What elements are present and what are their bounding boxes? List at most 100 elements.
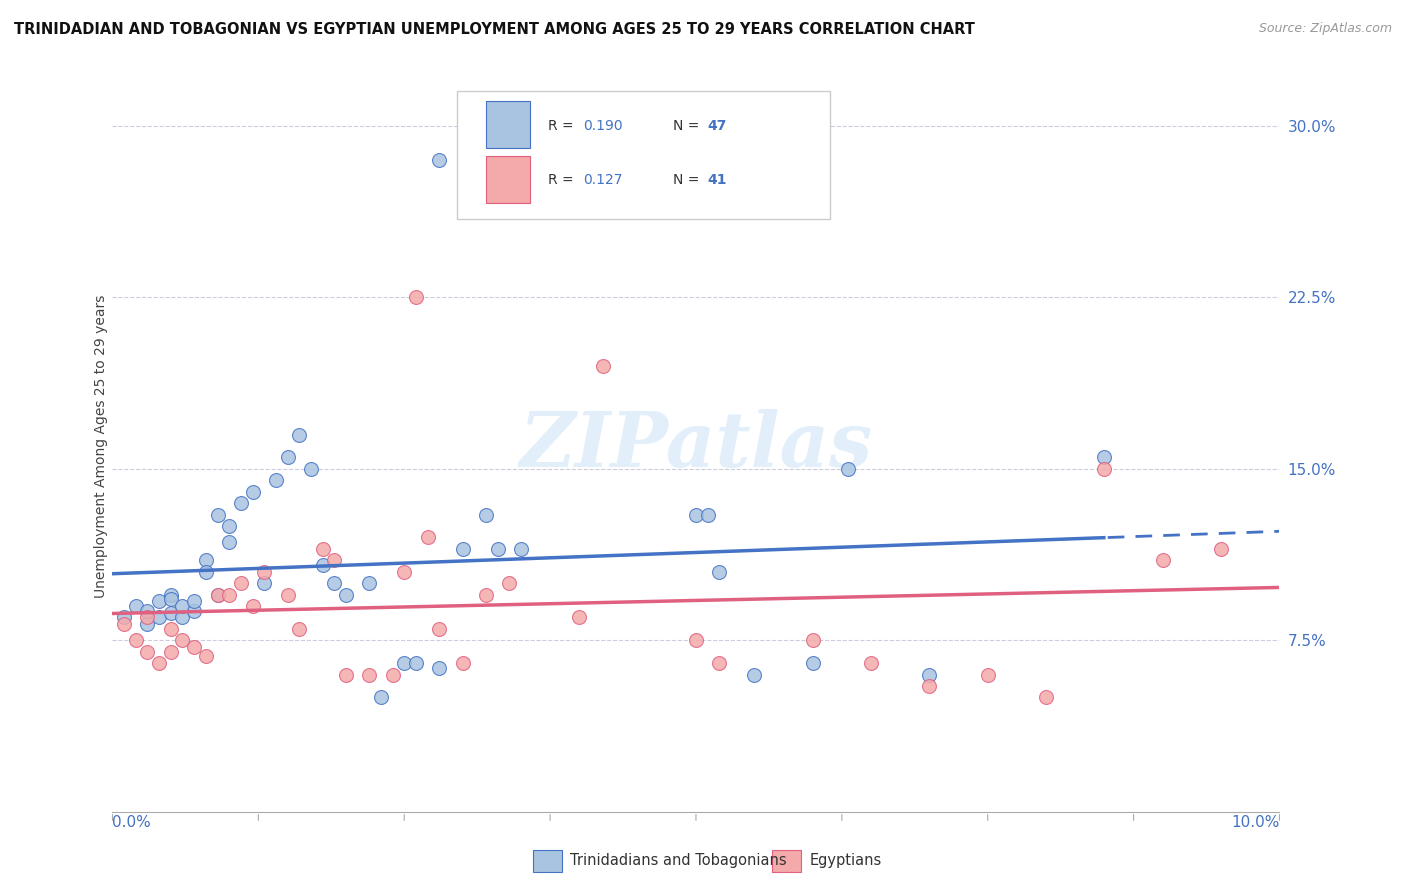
Point <box>183 640 205 655</box>
Point <box>405 656 427 670</box>
Point <box>416 530 439 544</box>
Point <box>1092 462 1115 476</box>
Point <box>125 599 148 613</box>
Text: 10.0%: 10.0% <box>1232 815 1279 830</box>
Point <box>311 558 333 572</box>
Point <box>229 496 252 510</box>
Point <box>160 588 183 602</box>
FancyBboxPatch shape <box>486 101 530 148</box>
Point <box>742 667 765 681</box>
Text: ZIPatlas: ZIPatlas <box>519 409 873 483</box>
Point <box>475 508 498 522</box>
Point <box>160 622 183 636</box>
Point <box>696 508 718 522</box>
Y-axis label: Unemployment Among Ages 25 to 29 years: Unemployment Among Ages 25 to 29 years <box>94 294 108 598</box>
Point <box>183 603 205 617</box>
Point <box>392 565 416 579</box>
Text: Trinidadians and Tobagonians: Trinidadians and Tobagonians <box>569 854 786 868</box>
Point <box>253 576 276 591</box>
Point <box>160 606 183 620</box>
Point <box>568 610 591 624</box>
Point <box>299 462 322 476</box>
Text: 41: 41 <box>707 173 727 186</box>
Point <box>288 622 311 636</box>
Point <box>685 633 707 648</box>
Point <box>335 667 357 681</box>
Point <box>112 617 135 632</box>
Point <box>323 553 346 567</box>
Point <box>918 667 941 681</box>
Point <box>194 649 217 664</box>
Point <box>1209 541 1232 556</box>
Point <box>160 645 183 659</box>
Point <box>592 359 614 373</box>
Point <box>288 427 311 442</box>
Text: N =: N = <box>672 120 703 134</box>
Text: 47: 47 <box>707 120 727 134</box>
FancyBboxPatch shape <box>486 155 530 203</box>
Point <box>136 617 159 632</box>
Point <box>976 667 998 681</box>
Point <box>370 690 392 705</box>
Point <box>801 633 824 648</box>
Point <box>276 588 298 602</box>
FancyBboxPatch shape <box>772 850 801 871</box>
Point <box>918 679 941 693</box>
FancyBboxPatch shape <box>533 850 562 871</box>
Point <box>451 656 474 670</box>
Text: R =: R = <box>548 173 578 186</box>
Point <box>359 576 381 591</box>
Point <box>392 656 416 670</box>
Point <box>685 508 707 522</box>
Point <box>194 553 217 567</box>
Point <box>405 290 427 304</box>
Point <box>194 565 217 579</box>
Point <box>183 594 205 608</box>
Point <box>311 541 333 556</box>
Point <box>427 153 450 168</box>
Point <box>207 588 229 602</box>
Point <box>859 656 883 670</box>
Point <box>242 484 264 499</box>
Point <box>172 610 194 624</box>
Point <box>207 508 229 522</box>
Point <box>218 519 240 533</box>
Point <box>486 541 509 556</box>
Point <box>837 462 859 476</box>
Point <box>451 541 474 556</box>
Point <box>160 592 183 607</box>
Text: R =: R = <box>548 120 578 134</box>
Point <box>1035 690 1057 705</box>
Point <box>709 656 731 670</box>
Point <box>264 473 287 487</box>
Point <box>136 603 159 617</box>
Point <box>172 633 194 648</box>
Point <box>148 610 170 624</box>
Point <box>475 588 498 602</box>
Point <box>801 656 824 670</box>
Point <box>218 535 240 549</box>
Point <box>498 576 520 591</box>
Point <box>276 450 298 465</box>
Point <box>112 610 135 624</box>
Text: N =: N = <box>672 173 703 186</box>
Point <box>427 622 450 636</box>
Point <box>218 588 240 602</box>
Point <box>253 565 276 579</box>
Point <box>207 588 229 602</box>
Point <box>172 599 194 613</box>
Point <box>125 633 148 648</box>
Point <box>148 594 170 608</box>
Point <box>381 667 404 681</box>
Point <box>242 599 264 613</box>
Point <box>323 576 346 591</box>
Point <box>709 565 731 579</box>
Point <box>427 661 450 675</box>
Point <box>359 667 381 681</box>
Point <box>136 610 159 624</box>
Point <box>148 656 170 670</box>
Text: TRINIDADIAN AND TOBAGONIAN VS EGYPTIAN UNEMPLOYMENT AMONG AGES 25 TO 29 YEARS CO: TRINIDADIAN AND TOBAGONIAN VS EGYPTIAN U… <box>14 22 974 37</box>
Point <box>1152 553 1174 567</box>
Point <box>335 588 357 602</box>
Point <box>136 645 159 659</box>
